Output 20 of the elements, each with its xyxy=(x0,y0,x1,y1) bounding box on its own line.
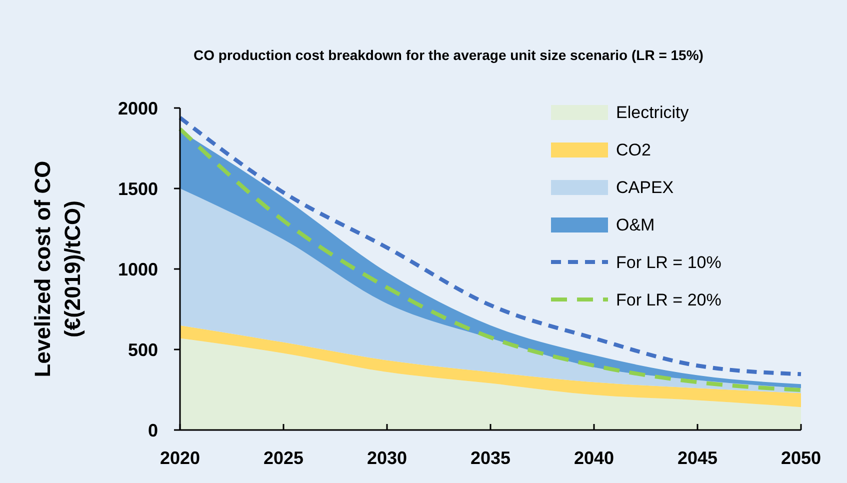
y-tick-label: 1500 xyxy=(118,178,158,199)
x-tick-label: 2020 xyxy=(160,448,200,468)
legend-label: For LR = 10% xyxy=(616,252,722,272)
x-tick-label: 2050 xyxy=(780,448,822,468)
legend-label: CO2 xyxy=(616,140,651,160)
legend-label: Electricity xyxy=(616,102,690,122)
y-tick-label: 2000 xyxy=(118,98,158,118)
x-tick-label: 2025 xyxy=(263,448,304,468)
legend-label: CAPEX xyxy=(616,178,674,197)
x-tick-label: 2040 xyxy=(574,448,614,468)
chart-title: CO production cost breakdown for the average unit size scenario (LR = 15%) xyxy=(194,47,704,63)
legend-label: O&M xyxy=(616,215,655,234)
x-tick-label: 2030 xyxy=(366,448,408,468)
x-tick-label: 2035 xyxy=(470,448,511,468)
y-tick-label: 1000 xyxy=(118,259,158,280)
y-tick-label: 500 xyxy=(128,340,158,360)
y-axis-title: Levelized cost of CO (€(2019)/tCO) xyxy=(30,160,85,378)
y-tick-label: 0 xyxy=(148,420,158,440)
x-tick-label: 2045 xyxy=(677,448,718,468)
legend-label: For LR = 20% xyxy=(616,290,722,310)
